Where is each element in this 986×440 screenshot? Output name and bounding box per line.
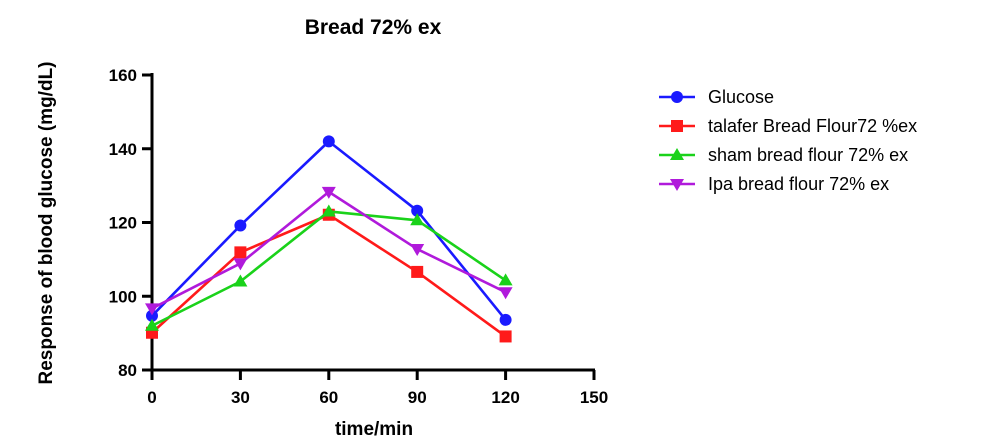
plot-area	[145, 135, 513, 343]
legend-item: Glucose	[659, 87, 774, 107]
data-point	[670, 179, 684, 191]
data-point	[671, 91, 683, 103]
series-line	[151, 140, 507, 321]
x-axis-label: time/min	[335, 419, 413, 440]
data-point	[411, 265, 424, 278]
x-tick-label: 30	[231, 388, 250, 407]
data-point	[233, 258, 248, 271]
y-tick-label: 80	[118, 361, 137, 380]
x-tick-label: 60	[319, 388, 338, 407]
legend-item: talafer Bread Flour72 %ex	[659, 116, 917, 136]
legend-label: Ipa bread flour 72% ex	[708, 174, 889, 194]
data-point	[411, 204, 424, 217]
legend-label: talafer Bread Flour72 %ex	[708, 116, 917, 136]
y-tick-label: 120	[109, 214, 137, 233]
data-point	[145, 303, 159, 316]
series	[146, 135, 512, 326]
series	[145, 204, 513, 331]
legend-item: sham bread flour 72% ex	[659, 145, 908, 165]
data-point	[321, 186, 336, 199]
y-tick-label: 160	[109, 66, 137, 85]
x-tick-label: 150	[580, 388, 608, 407]
y-tick-label: 100	[109, 287, 137, 306]
y-axis-label: Response of blood glucose (mg/dL)	[36, 62, 57, 385]
series	[146, 208, 512, 343]
data-point	[234, 219, 247, 232]
data-point	[321, 204, 336, 217]
axes: 80 100 120 140 160 0 30 60 90 120 150	[109, 66, 609, 407]
data-point	[322, 135, 335, 148]
data-point	[233, 274, 248, 287]
data-point	[410, 244, 425, 257]
legend-label: Glucose	[708, 87, 774, 107]
chart-title: Bread 72% ex	[305, 16, 442, 39]
legend: Glucose talafer Bread Flour72 %ex sham bre…	[659, 87, 917, 194]
legend-item: Ipa bread flour 72% ex	[659, 174, 889, 194]
series-line	[151, 213, 507, 338]
data-point	[146, 309, 158, 322]
data-point	[234, 246, 247, 259]
data-point	[499, 313, 512, 326]
x-tick-label: 0	[147, 388, 156, 407]
y-tick-label: 140	[109, 140, 137, 159]
data-point	[671, 120, 683, 132]
series-line	[151, 210, 507, 327]
data-point	[499, 330, 512, 343]
data-point	[410, 213, 425, 226]
data-point	[498, 287, 513, 300]
x-tick-label: 120	[491, 388, 519, 407]
data-point	[498, 273, 513, 286]
legend-label: sham bread flour 72% ex	[708, 145, 908, 165]
series	[145, 186, 513, 316]
x-tick-label: 90	[408, 388, 427, 407]
data-point	[670, 148, 684, 160]
data-point	[145, 318, 159, 331]
